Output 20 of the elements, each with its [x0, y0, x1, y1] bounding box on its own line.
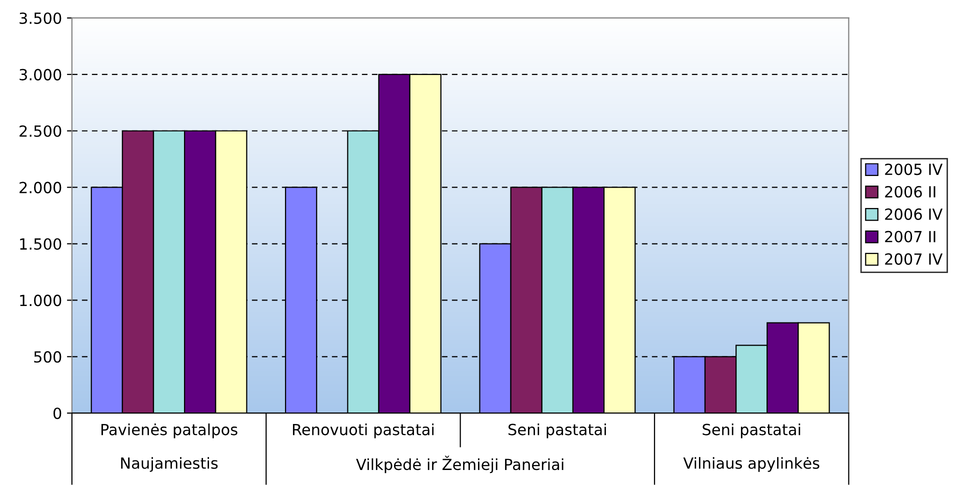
y-tick-label: 3.000 — [20, 68, 62, 80]
x-tick-label: Pavienės patalpos — [101, 423, 238, 438]
text: Vilkpėdė ir Žemieji Paneriai — [356, 456, 564, 474]
x-tick-label: Renovuoti pastatai — [292, 423, 434, 438]
y-tick-label: 500 — [34, 351, 62, 363]
legend-label: 2007 II — [885, 230, 936, 242]
legend-label: 2006 II — [885, 186, 936, 198]
legend-label: 2007 IV — [885, 253, 943, 265]
y-tick-label: 1.500 — [20, 238, 62, 250]
legend-label: 2005 IV — [885, 164, 943, 176]
y-tick-label: 2.000 — [20, 182, 62, 194]
y-tick-label: 2.500 — [20, 125, 62, 137]
text: Naujamiestis — [121, 457, 218, 472]
y-tick-label: 0 — [53, 408, 62, 420]
x-tick-label: Seni pastatai — [702, 423, 800, 438]
legend-label: 2006 IV — [885, 208, 943, 220]
y-tick-label: 3.500 — [20, 12, 62, 24]
text: Vilniaus apylinkės — [683, 457, 820, 472]
y-tick-label: 1.000 — [20, 294, 62, 306]
x-tick-label: Seni pastatai — [508, 423, 606, 438]
